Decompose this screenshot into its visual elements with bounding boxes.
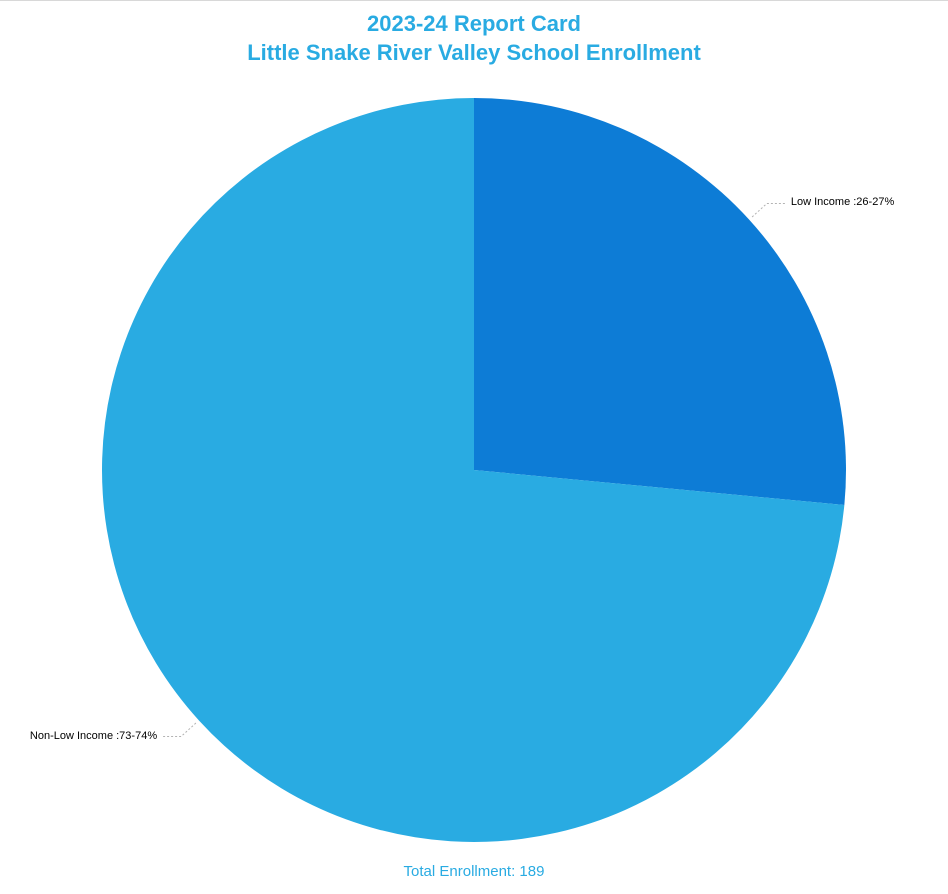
leader-line-0 (752, 203, 787, 216)
leader-line-1 (161, 723, 196, 736)
pie-slice-0 (474, 98, 846, 505)
slice-label-1: Non-Low Income :73-74% (30, 730, 157, 742)
slice-label-0: Low Income :26-27% (791, 196, 894, 208)
chart-footer: Total Enrollment: 189 (0, 863, 948, 880)
pie-chart (0, 0, 948, 894)
